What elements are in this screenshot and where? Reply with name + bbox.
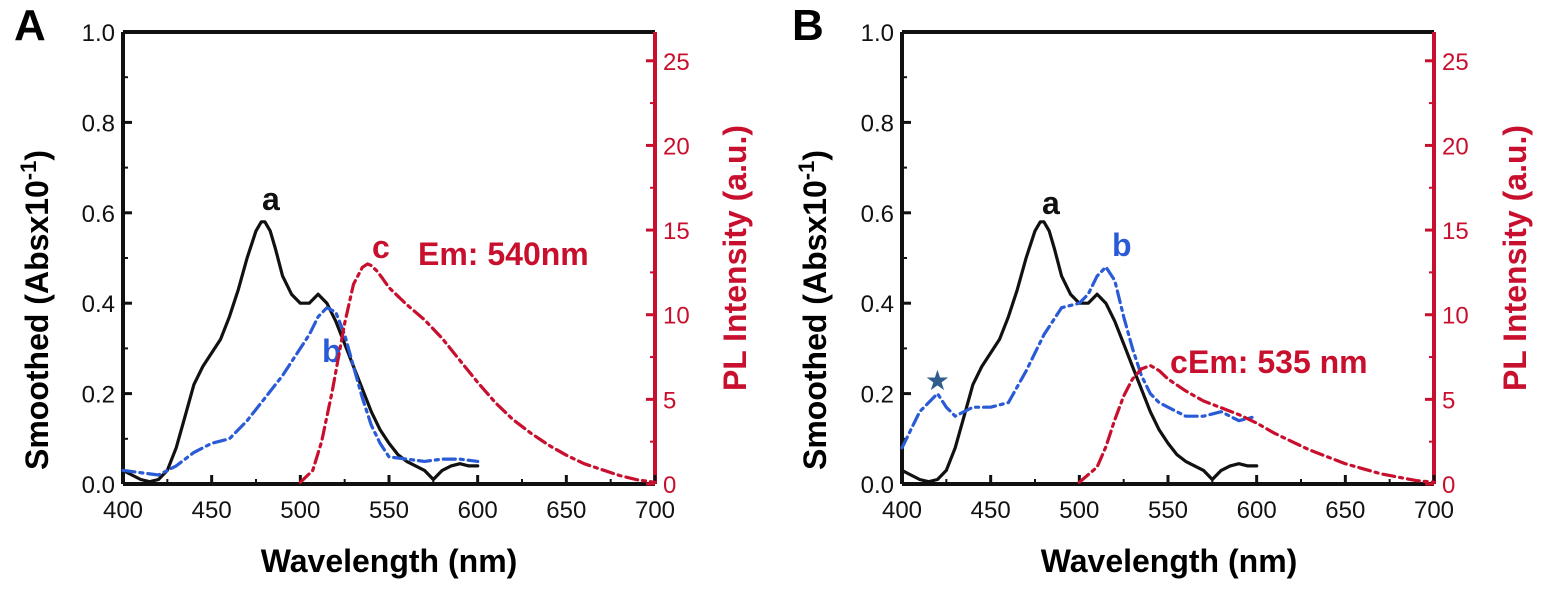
panel-b-y2-tick-label: 20 xyxy=(1442,133,1469,160)
panel-b-y-tick-label: 0.8 xyxy=(861,110,894,137)
panel-b-series-c-label: c xyxy=(1170,344,1188,380)
panel-b-y-axis-title-main: Smoothed (Absx10 xyxy=(797,180,833,470)
panel-a-y-axis-title: Smoothed (Absx10-1) xyxy=(16,150,56,470)
panel-b-y2-axis-title: PL Intensity (a.u.) xyxy=(1497,125,1533,391)
panel-a: A Wavelength (nm) Smoothed (Absx10-1) PL… xyxy=(14,1,753,579)
panel-a-y2-tick-label: 25 xyxy=(663,49,690,76)
panel-b-x-tick-label: 700 xyxy=(1414,497,1454,524)
panel-a-emission-label: Em: 540nm xyxy=(418,236,589,272)
panel-b-y2-tick-label: 5 xyxy=(1442,387,1455,414)
panel-b-y2-tick-label: 25 xyxy=(1442,49,1469,76)
panel-a-y-tick-label: 0.4 xyxy=(82,291,115,318)
panel-a-y2-tick-label: 10 xyxy=(663,303,690,330)
panel-b-x-tick-label: 450 xyxy=(971,497,1011,524)
panel-b-y-tick-label: 0.6 xyxy=(861,201,894,228)
panel-b-letter: B xyxy=(792,1,824,50)
panel-b-x-tick-label: 650 xyxy=(1325,497,1365,524)
panel-a-x-axis-title: Wavelength (nm) xyxy=(261,543,518,579)
panel-b-series-b-line xyxy=(900,265,1259,450)
panel-b-y2-tick-label: 0 xyxy=(1442,472,1455,499)
panel-a-x-tick-label: 550 xyxy=(369,497,409,524)
panel-a-y-tick-label: 1.0 xyxy=(82,20,115,47)
panel-a-y2-tick-label: 5 xyxy=(663,387,676,414)
panel-b-x-tick-label: 500 xyxy=(1059,497,1099,524)
panel-b-y-tick-label: 1.0 xyxy=(861,20,894,47)
panel-b-series-a-label: a xyxy=(1042,185,1060,221)
panel-b-series-b-label: b xyxy=(1112,227,1132,263)
panel-a-y-tick-label: 0.0 xyxy=(82,472,115,499)
panel-a-y-axis-title-sup: -1 xyxy=(16,161,41,181)
panel-b: B Wavelength (nm) Smoothed (Absx10-1) PL… xyxy=(792,1,1533,579)
panel-a-series-b-line xyxy=(121,306,480,477)
panel-b-x-tick-label: 550 xyxy=(1148,497,1188,524)
panel-b-x-tick-label: 600 xyxy=(1237,497,1277,524)
panel-a-y2-axis-title: PL Intensity (a.u.) xyxy=(717,125,753,391)
panel-a-x-tick-label: 600 xyxy=(458,497,498,524)
panel-a-x-tick-label: 500 xyxy=(280,497,320,524)
panel-b-y-tick-label: 0.4 xyxy=(861,291,894,318)
panel-b-emission-label: Em: 535 nm xyxy=(1188,344,1368,380)
panel-a-y2-tick-label: 15 xyxy=(663,218,690,245)
panel-a-series-c-label: c xyxy=(372,229,390,265)
panel-b-y2-tick-label: 15 xyxy=(1442,218,1469,245)
panel-a-x-tick-label: 650 xyxy=(546,497,586,524)
panel-a-x-tick-label: 400 xyxy=(103,497,143,524)
panel-a-series-a-line xyxy=(121,220,480,484)
panel-b-y-axis-title: Smoothed (Absx10-1) xyxy=(794,150,834,470)
panel-b-y-tick-label: 0.2 xyxy=(861,382,894,409)
panel-b-star-marker: ★ xyxy=(925,364,950,397)
panel-a-series-c-line xyxy=(298,262,657,484)
panel-b-series-c-line xyxy=(1077,363,1436,484)
panel-a-letter: A xyxy=(14,1,46,50)
panel-a-series-a-label: a xyxy=(262,181,280,217)
panel-a-x-tick-label: 450 xyxy=(192,497,232,524)
panel-a-y-axis-title-close: ) xyxy=(19,150,55,161)
panel-a-y2-tick-label: 20 xyxy=(663,133,690,160)
panel-b-y-tick-label: 0.0 xyxy=(861,472,894,499)
panel-b-y-axis-title-sup: -1 xyxy=(794,161,819,181)
panel-a-y-tick-label: 0.8 xyxy=(82,110,115,137)
panel-b-x-tick-label: 400 xyxy=(882,497,922,524)
panel-b-y2-tick-label: 10 xyxy=(1442,303,1469,330)
panel-a-y-tick-label: 0.2 xyxy=(82,382,115,409)
panel-a-y-axis-title-main: Smoothed (Absx10 xyxy=(19,180,55,470)
panel-a-y-tick-label: 0.6 xyxy=(82,201,115,228)
panel-a-y2-tick-label: 0 xyxy=(663,472,676,499)
panel-b-y-axis-title-close: ) xyxy=(797,150,833,161)
panel-b-x-axis-title: Wavelength (nm) xyxy=(1041,543,1298,579)
panel-a-x-tick-label: 700 xyxy=(635,497,675,524)
panel-b-series-a-line xyxy=(900,220,1259,484)
